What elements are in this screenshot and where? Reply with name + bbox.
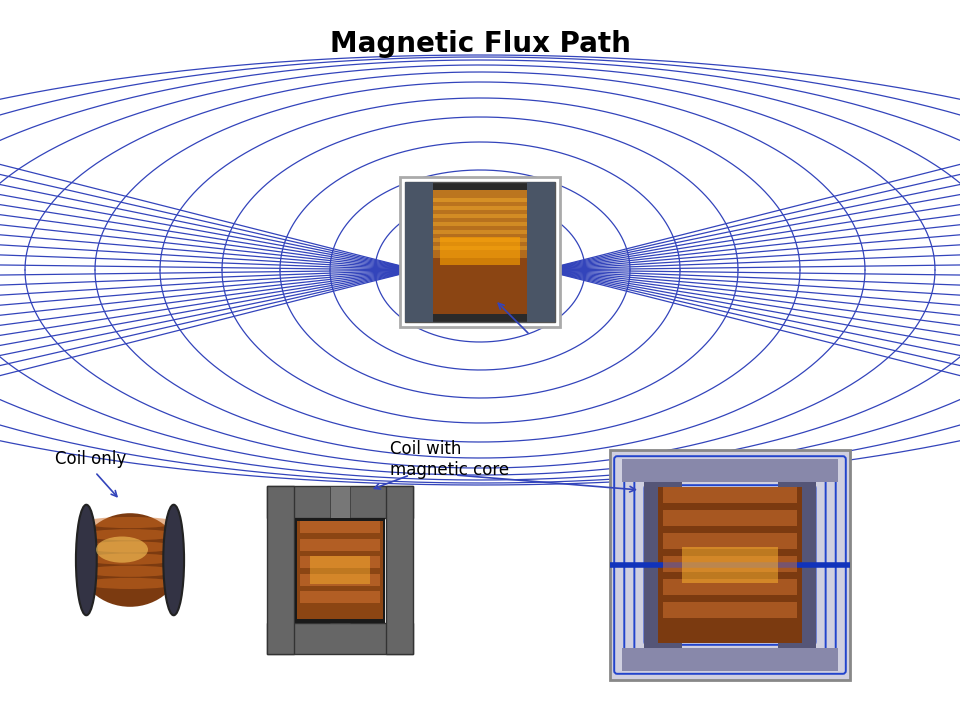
Ellipse shape <box>84 517 177 528</box>
Ellipse shape <box>84 577 177 589</box>
Bar <box>300 521 379 534</box>
Bar <box>622 459 838 482</box>
Bar <box>433 238 527 250</box>
Bar <box>300 591 379 603</box>
Ellipse shape <box>78 513 182 607</box>
Bar <box>268 486 294 654</box>
Ellipse shape <box>84 541 177 552</box>
Bar <box>662 602 797 618</box>
Bar <box>433 246 527 258</box>
Bar <box>662 487 797 503</box>
Bar <box>682 546 778 583</box>
Bar <box>386 486 413 654</box>
Ellipse shape <box>84 566 177 577</box>
Bar <box>610 450 850 680</box>
Bar <box>643 482 682 648</box>
Bar <box>400 177 560 327</box>
Bar <box>405 182 555 322</box>
Bar <box>433 222 527 234</box>
Ellipse shape <box>163 505 184 616</box>
Bar <box>433 190 527 314</box>
Ellipse shape <box>84 554 177 564</box>
Bar <box>268 486 413 518</box>
Bar <box>310 556 370 584</box>
Bar <box>405 182 433 322</box>
Ellipse shape <box>84 529 177 540</box>
Bar <box>330 486 349 623</box>
Bar <box>527 182 555 322</box>
Text: Coil with
magnetic core: Coil with magnetic core <box>390 440 509 479</box>
Bar <box>662 579 797 595</box>
Bar <box>440 237 520 265</box>
Bar <box>433 190 527 202</box>
Bar <box>297 521 383 619</box>
Bar <box>433 214 527 226</box>
Bar <box>433 230 527 242</box>
Bar <box>658 487 802 643</box>
Bar <box>662 556 797 572</box>
Ellipse shape <box>96 536 148 563</box>
Text: Coil only: Coil only <box>55 450 127 468</box>
Bar <box>662 510 797 526</box>
Bar <box>433 198 527 210</box>
Text: Magnetic Flux Path: Magnetic Flux Path <box>329 30 631 58</box>
Bar <box>300 574 379 586</box>
Bar <box>300 539 379 551</box>
Ellipse shape <box>76 505 97 616</box>
Bar <box>662 533 797 549</box>
Bar <box>433 206 527 218</box>
Bar <box>268 623 413 654</box>
Bar <box>778 482 816 648</box>
Bar <box>296 518 385 623</box>
Bar <box>300 556 379 568</box>
Bar <box>622 648 838 671</box>
